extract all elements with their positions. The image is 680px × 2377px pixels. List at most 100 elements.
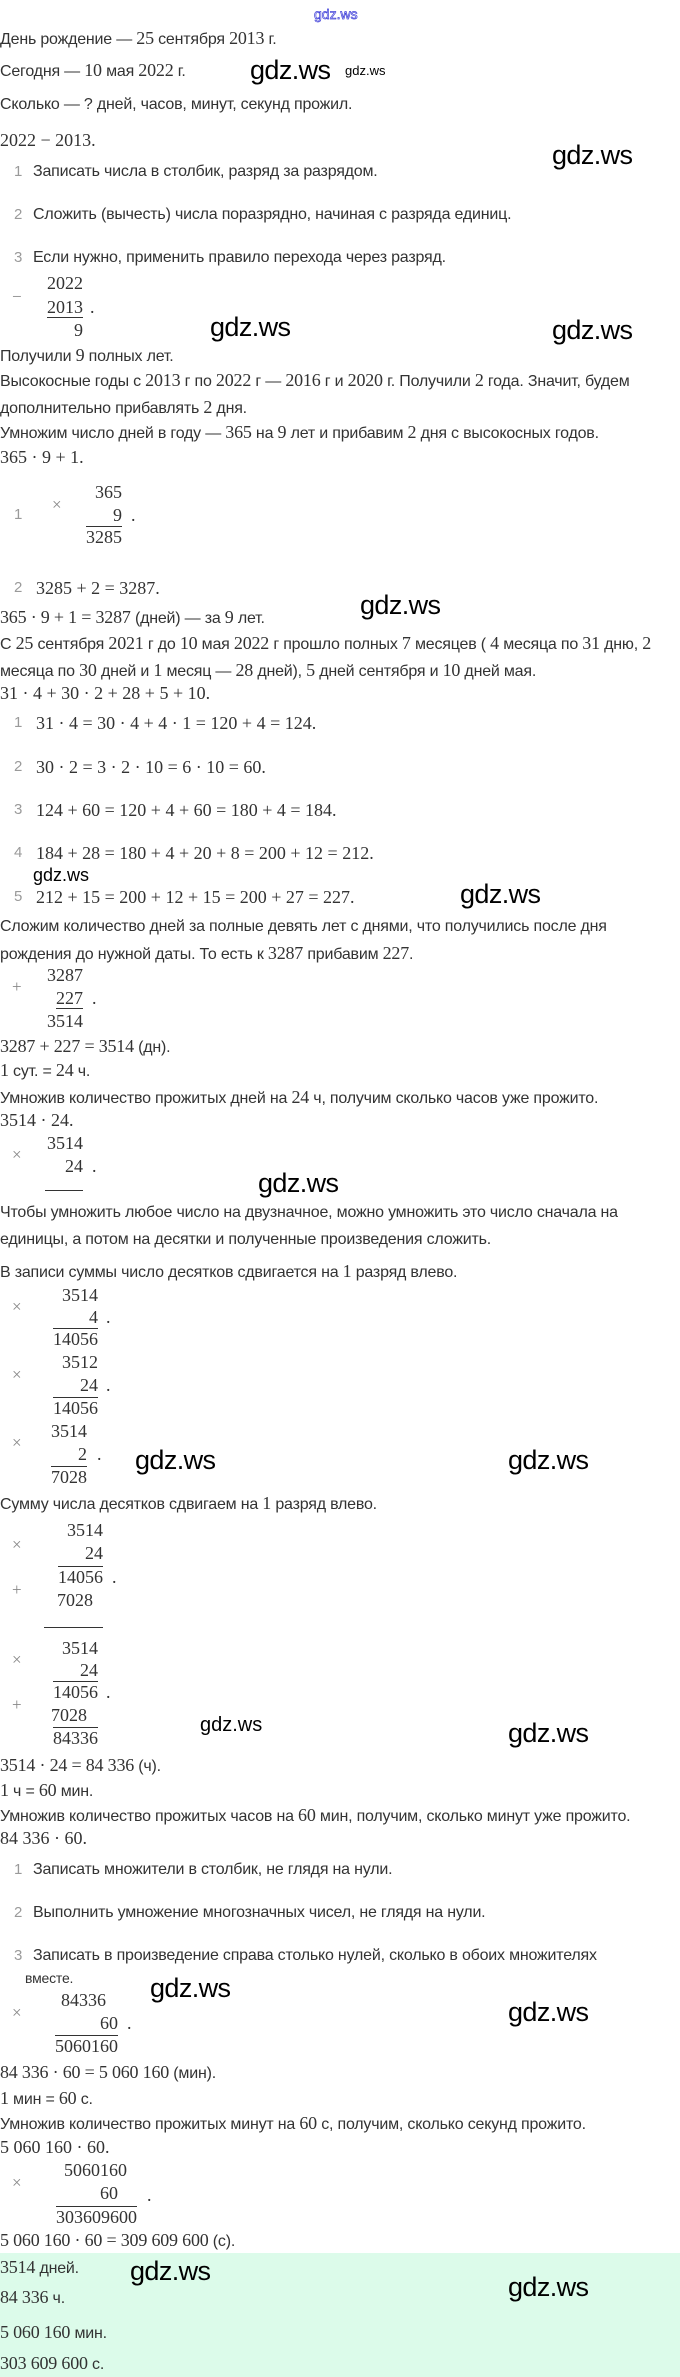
watermark-top: gdz.ws (314, 6, 358, 23)
step-number: 3 (14, 801, 23, 818)
math-number: 5 060 160 (0, 2322, 71, 2342)
product: 5060160 (55, 2035, 118, 2056)
step-text: 30 · 2 = 3 · 2 · 10 = 6 · 10 = 60. (36, 757, 266, 777)
partial-product: 7028 (51, 1705, 87, 1725)
answer-minutes: 5 060 160 мин. (0, 2322, 107, 2342)
times-sign: × (12, 1365, 22, 1384)
math-number: 4 (490, 633, 499, 653)
rule-text: Если нужно, применить правило перехода ч… (33, 249, 446, 266)
period: . (112, 1567, 117, 1587)
step-text: 31 · 4 = 30 · 4 + 4 · 1 = 120 + 4 = 124. (36, 713, 317, 733)
period: . (97, 1444, 102, 1464)
multiplier: 9 (113, 505, 122, 525)
multiplicand: 3514 (62, 1285, 98, 1305)
months-text: С 25 сентября 2021 г до 10 мая 2022 г пр… (0, 633, 652, 653)
math-number: 2022 (233, 633, 270, 653)
step-text: 184 + 28 = 180 + 4 + 20 + 8 = 200 + 12 =… (36, 843, 374, 863)
watermark: gdz.ws (508, 1997, 589, 2027)
math-number: 1 (342, 1261, 352, 1281)
minutes-text: Умножив количество прожитых часов на 60 … (0, 1805, 631, 1825)
math-number: 9 (75, 345, 85, 365)
watermark: gdz.ws (552, 140, 633, 170)
seconds-text: Умножив количество прожитых минут на 60 … (0, 2113, 586, 2133)
math-number: 5 060 160 · 60 = 309 609 600 (0, 2230, 209, 2250)
watermark: gdz.ws (258, 1168, 339, 1198)
watermark: gdz.ws (150, 1973, 231, 2003)
plus-sign: + (12, 1580, 22, 1599)
math-number: 365 · 9 + 1 = 3287 (0, 607, 131, 627)
rule-text: Записать числа в столбик, разряд за разр… (33, 163, 378, 180)
math-number: 25 (15, 633, 34, 653)
days-result: 3287 + 227 = 3514 (дн). (0, 1036, 171, 1056)
sum: 3514 (47, 1011, 83, 1031)
watermark: gdz.ws (345, 63, 386, 78)
months-text: месяца по 30 дней и 1 месяц — 28 дней), … (0, 660, 537, 680)
rule-text: Записать множители в столбик, не глядя н… (33, 1861, 393, 1878)
period: . (106, 1375, 111, 1395)
difference: 9 (74, 320, 83, 340)
watermark: gdz.ws (250, 55, 331, 85)
math-number: 3514 · 24 = 84 336 (0, 1755, 135, 1775)
multiplicand: 5060160 (64, 2160, 127, 2180)
partial-product: 14056 (58, 1566, 103, 1587)
years-expression: 2022 − 2013. (0, 130, 96, 150)
math-number: 30 (79, 660, 97, 680)
math-number: 84 336 (0, 2287, 49, 2307)
product: 14056 (53, 1328, 98, 1349)
math-number: 25 (136, 28, 154, 48)
leap-text: Умножим число дней в году — 365 на 9 лет… (0, 422, 599, 442)
period: . (131, 505, 136, 525)
times-sign: × (12, 1535, 22, 1554)
answer-box: 3514 дней. 84 336 ч. 5 060 160 мин. 303 … (0, 2253, 680, 2377)
math-number: 3287 + 227 = 3514 (0, 1036, 134, 1056)
answer-seconds: 303 609 600 с. (0, 2353, 105, 2373)
birthday-line: День рождение — 25 сентября 2013 г. (0, 28, 277, 48)
step-text: 212 + 15 = 200 + 12 + 15 = 200 + 27 = 22… (36, 887, 355, 907)
leap-expression: 365 · 9 + 1. (0, 447, 84, 467)
addend: 3287 (47, 965, 83, 985)
watermark: gdz.ws (130, 2256, 211, 2286)
product: 303609600 (56, 2206, 137, 2227)
math-number: 24 (55, 1060, 74, 1080)
math-number: 2 (407, 422, 417, 442)
times-sign: × (12, 2173, 22, 2192)
plus-sign: + (12, 977, 22, 996)
addend: 227 (56, 988, 83, 1009)
minutes-expression: 84 336 · 60. (0, 1828, 87, 1848)
math-number: 60 (298, 1805, 316, 1825)
math-number: 2 (203, 397, 213, 417)
math-number: 2022 (138, 60, 174, 80)
math-number: 2 (474, 370, 484, 390)
watermark: gdz.ws (135, 1445, 216, 1475)
column-rule (45, 1190, 83, 1191)
times-sign: × (12, 1145, 22, 1164)
step-number: 1 (14, 714, 23, 731)
period: . (106, 1307, 111, 1327)
multiplicand: 3514 (51, 1421, 87, 1441)
rule-text: Записать в произведение справа столько н… (33, 1947, 597, 1964)
multiplier: 24 (80, 1375, 98, 1395)
math-number: 1 (0, 1780, 9, 1800)
math-number: 31 (582, 633, 600, 653)
rule-number: 3 (14, 249, 23, 266)
step-number: 5 (14, 888, 23, 905)
plus-sign: + (12, 1695, 22, 1714)
hours-text: Умножив количество прожитых дней на 24 ч… (0, 1087, 599, 1107)
watermark: gdz.ws (210, 312, 291, 342)
math-number: 365 (225, 422, 252, 442)
times-sign: × (12, 2003, 22, 2022)
today-line: Сегодня — 10 мая 2022 г. (0, 60, 186, 80)
partial-product: 7028 (57, 1590, 93, 1610)
period: . (147, 2185, 152, 2205)
product: 14056 (53, 1397, 98, 1418)
period: . (92, 1156, 97, 1176)
math-number: 9 (277, 422, 287, 442)
explain-text: единицы, а потом на десятки и полученные… (0, 1231, 491, 1248)
math-number: 10 (84, 60, 102, 80)
hours-expression: 3514 · 24. (0, 1110, 74, 1130)
rule-number: 1 (14, 163, 23, 180)
math-number: 28 (235, 660, 254, 680)
step-number: 2 (14, 579, 23, 596)
rule-number: 3 (14, 1947, 23, 1964)
math-number: 1 (0, 1060, 9, 1080)
